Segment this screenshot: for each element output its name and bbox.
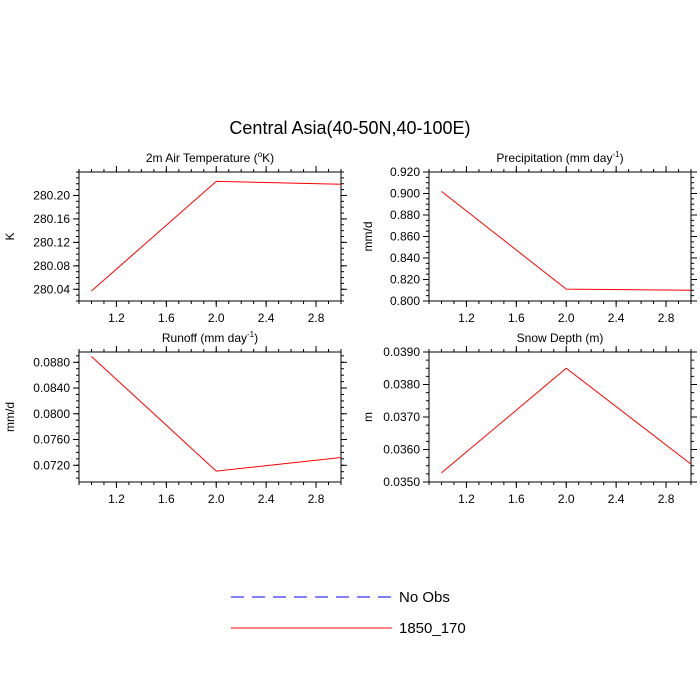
panel-title-text: Precipitation (mm day xyxy=(496,151,612,165)
plot-frame xyxy=(78,171,342,302)
panel-1: 2m Air Temperature (oK) 1.2 1.6 2.0 2.4 2.8 28… xyxy=(3,150,347,325)
x-tick-label: 2.0 xyxy=(208,311,225,325)
y-tick-label: 0.920 xyxy=(390,165,420,179)
y-tick-label: 280.04 xyxy=(33,282,70,296)
series-line xyxy=(91,180,342,292)
x-tick-label: 2.8 xyxy=(658,492,675,506)
legend-entry: 1850_170 xyxy=(231,620,466,637)
y-tick-label: 0.0760 xyxy=(33,433,70,447)
legend-entry: No Obs xyxy=(231,589,450,606)
y-tick-label: 0.0880 xyxy=(33,355,70,369)
plot-frame xyxy=(428,351,692,483)
x-tick-label: 1.6 xyxy=(508,311,525,325)
x-tick-label: 2.0 xyxy=(558,311,575,325)
x-tick-label: 1.6 xyxy=(158,311,175,325)
series-line xyxy=(441,367,692,474)
y-tick-label: 0.880 xyxy=(390,208,420,222)
panel-title-superscript: -1 xyxy=(247,330,255,339)
y-axis-label: m xyxy=(361,412,375,422)
series-line xyxy=(441,190,692,291)
y-axis-label: K xyxy=(3,232,17,240)
y-tick-label: 0.900 xyxy=(390,187,420,201)
y-tick-label: 0.0840 xyxy=(33,381,70,395)
panel-3: Runoff (mm day-1) 1.2 1.6 2.0 2.4 2.8 0.0720 0.… xyxy=(3,330,347,506)
x-tick-label: 2.4 xyxy=(608,492,625,506)
y-tick-label: 0.0720 xyxy=(33,458,70,472)
legend-label: No Obs xyxy=(399,589,450,606)
x-tick-label: 2.8 xyxy=(308,492,325,506)
figure-title: Central Asia(40-50N,40-100E) xyxy=(229,118,470,138)
panel-title-text: ) xyxy=(620,151,624,165)
panel-title-text: 2m Air Temperature ( xyxy=(146,151,258,165)
panel-title-superscript: -1 xyxy=(612,150,620,159)
x-tick-label: 1.2 xyxy=(458,311,475,325)
y-axis-label: mm/d xyxy=(361,222,375,252)
x-tick-label: 2.0 xyxy=(558,492,575,506)
x-tick-label: 1.2 xyxy=(108,492,125,506)
y-tick-label: 0.860 xyxy=(390,230,420,244)
x-tick-label: 1.2 xyxy=(108,311,125,325)
y-tick-label: 0.0350 xyxy=(383,475,420,489)
panel-title-text: ) xyxy=(254,331,258,345)
x-tick-label: 2.4 xyxy=(258,311,275,325)
x-tick-label: 2.4 xyxy=(608,311,625,325)
panels: 2m Air Temperature (oK)1.2 1.6 2.0 2.4 2.828… xyxy=(3,150,697,506)
x-tick-label: 1.6 xyxy=(158,492,175,506)
panel-title: Precipitation (mm day-1) xyxy=(496,150,623,165)
x-tick-label: 2.0 xyxy=(208,492,225,506)
panel-title-text: Snow Depth (m) xyxy=(517,331,604,345)
plot-frame xyxy=(78,351,342,483)
y-tick-label: 0.800 xyxy=(390,294,420,308)
y-tick-label: 0.840 xyxy=(390,251,420,265)
panel-title: Snow Depth (m) xyxy=(517,331,604,345)
x-tick-label: 2.8 xyxy=(308,311,325,325)
y-tick-label: 0.0370 xyxy=(383,410,420,424)
panel-title-text: K) xyxy=(262,151,274,165)
panel-title: Runoff (mm day-1) xyxy=(162,330,258,345)
panel-title: 2m Air Temperature (oK) xyxy=(146,150,274,165)
y-tick-label: 0.0360 xyxy=(383,443,420,457)
panel-title-text: Runoff (mm day xyxy=(162,331,247,345)
plot-frame xyxy=(428,171,692,302)
y-tick-label: 280.08 xyxy=(33,259,70,273)
panel-2: Precipitation (mm day-1) 1.2 1.6 2.0 2.4 2.8 0… xyxy=(361,150,697,325)
y-tick-label: 0.0380 xyxy=(383,378,420,392)
x-tick-label: 1.2 xyxy=(458,492,475,506)
legend-label: 1850_170 xyxy=(399,620,466,637)
y-tick-label: 0.820 xyxy=(390,273,420,287)
legend: No Obs 1850_170 xyxy=(231,589,466,637)
x-tick-label: 2.4 xyxy=(258,492,275,506)
y-tick-label: 280.12 xyxy=(33,235,70,249)
x-tick-label: 1.6 xyxy=(508,492,525,506)
y-tick-label: 280.20 xyxy=(33,188,70,202)
y-axis-label: mm/d xyxy=(3,402,17,432)
panel-4: Snow Depth (m) 1.2 1.6 2.0 2.4 2.8 0.0350 0.036… xyxy=(361,331,697,506)
y-tick-label: 280.16 xyxy=(33,212,70,226)
x-tick-label: 2.8 xyxy=(658,311,675,325)
y-tick-label: 0.0390 xyxy=(383,345,420,359)
series-line xyxy=(91,356,342,472)
panel-title-superscript: o xyxy=(258,150,263,159)
y-tick-label: 0.0800 xyxy=(33,407,70,421)
